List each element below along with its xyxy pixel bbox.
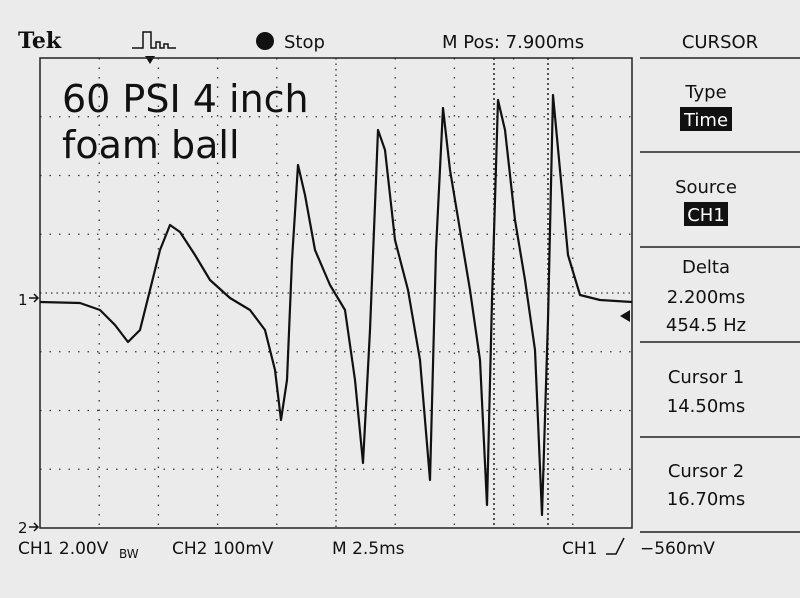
menu-label: Type	[684, 82, 726, 103]
ch1-marker: 1	[18, 291, 28, 309]
menu-highlight	[684, 202, 728, 226]
trigger-source: CH1	[562, 539, 597, 559]
position: M Pos: 7.900ms	[442, 32, 584, 53]
menu-label: Cursor 1	[668, 367, 744, 388]
menu-label: Source	[675, 177, 737, 198]
menu-label: Delta	[682, 257, 730, 278]
annotation-line: foam ball	[62, 123, 240, 167]
ch2-marker: 2	[18, 519, 28, 537]
menu: Type Time Source CH1 Delta 2.200ms 454.5…	[640, 57, 800, 533]
menu-value: 14.50ms	[667, 396, 745, 417]
ch1-bw: BW	[119, 547, 139, 561]
menu-label: Cursor 2	[668, 461, 744, 482]
ch2-marker-arrow	[29, 522, 40, 532]
trigger-level: −560mV	[640, 539, 715, 559]
graticule	[40, 58, 632, 528]
trigger-level-marker	[620, 310, 630, 322]
ch1-marker-arrow	[29, 293, 40, 303]
menu-value: 16.70ms	[667, 489, 745, 510]
ch2-scale: CH2 100mV	[172, 539, 274, 559]
brand: Tek	[18, 28, 62, 54]
menu-value: 454.5 Hz	[666, 315, 746, 336]
trigger-slope	[606, 537, 625, 555]
stop-icon	[256, 32, 274, 50]
status: Stop	[284, 32, 325, 53]
annotation-line: 60 PSI 4 inch	[62, 77, 309, 121]
timebase: M 2.5ms	[332, 539, 405, 559]
menu-value: 2.200ms	[667, 287, 745, 308]
trigger-icon	[132, 31, 176, 49]
menu-title: CURSOR	[682, 32, 758, 53]
graticule-frame	[39, 57, 633, 529]
menu-value[interactable]: Time	[683, 110, 728, 131]
menu-value[interactable]: CH1	[687, 205, 725, 226]
waveform	[39, 93, 633, 517]
menu-highlight	[680, 107, 732, 131]
ch1-scale: CH1 2.00V	[18, 539, 109, 559]
